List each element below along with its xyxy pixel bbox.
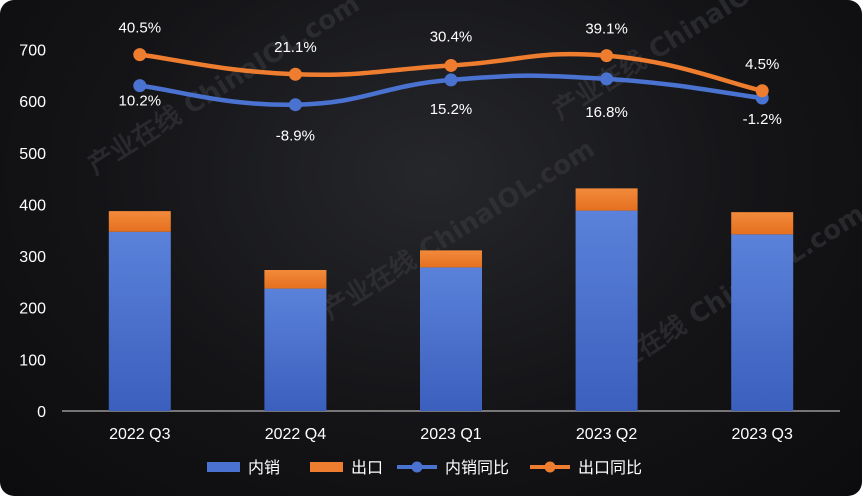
bar-export-2 <box>420 250 482 268</box>
data-label: 40.5% <box>119 20 162 37</box>
x-tick-label: 2022 Q4 <box>265 426 326 443</box>
y-tick-label: 100 <box>19 352 46 369</box>
bar-export-3 <box>575 188 638 211</box>
legend-label: 内销 <box>248 458 280 477</box>
bar-export-0 <box>108 211 171 232</box>
legend-label: 出口 <box>351 458 383 477</box>
y-tick-label: 600 <box>19 94 46 111</box>
point-export-yoy-0 <box>133 48 147 62</box>
bar-domestic-0 <box>108 231 171 411</box>
point-domestic-yoy-1 <box>288 98 302 112</box>
point-export-yoy-3 <box>600 49 614 63</box>
data-label: -8.9% <box>276 128 315 145</box>
point-export-yoy-1 <box>288 67 302 81</box>
data-label: 16.8% <box>585 104 628 121</box>
bar-domestic-3 <box>575 210 638 411</box>
y-tick-label: 0 <box>37 404 46 421</box>
legend: 内销 出口 内销同比 出口同比 <box>207 458 642 477</box>
x-tick-label: 2023 Q1 <box>420 426 481 443</box>
legend-marker-2 <box>411 461 423 473</box>
point-domestic-yoy-2 <box>444 73 458 87</box>
y-tick-label: 500 <box>19 146 46 163</box>
y-tick-label: 700 <box>19 42 46 59</box>
data-label: 4.5% <box>745 56 779 73</box>
legend-swatch-1 <box>310 462 343 472</box>
x-tick-label: 2023 Q3 <box>732 426 793 443</box>
bar-export-1 <box>264 269 327 289</box>
point-domestic-yoy-0 <box>133 79 147 93</box>
bar-domestic-4 <box>731 234 794 411</box>
point-export-yoy-2 <box>444 58 458 72</box>
data-label: 21.1% <box>274 39 317 56</box>
legend-marker-3 <box>544 461 556 473</box>
data-label: 15.2% <box>430 101 473 118</box>
legend-label: 内销同比 <box>445 458 509 477</box>
bar-domestic-1 <box>264 288 327 411</box>
data-label: 39.1% <box>585 21 628 38</box>
point-export-yoy-4 <box>755 84 769 98</box>
legend-label: 出口同比 <box>578 458 642 477</box>
bar-export-4 <box>731 212 794 235</box>
x-tick-label: 2023 Q2 <box>576 426 637 443</box>
point-domestic-yoy-3 <box>600 72 614 86</box>
data-label: -1.2% <box>743 111 782 128</box>
legend-swatch-0 <box>207 462 240 472</box>
y-tick-label: 300 <box>19 249 46 266</box>
data-label: 30.4% <box>430 28 473 45</box>
y-tick-label: 400 <box>19 197 46 214</box>
bar-domestic-2 <box>420 267 482 411</box>
data-label: 10.2% <box>119 93 162 110</box>
x-tick-label: 2022 Q3 <box>109 426 170 443</box>
y-tick-label: 200 <box>19 301 46 318</box>
